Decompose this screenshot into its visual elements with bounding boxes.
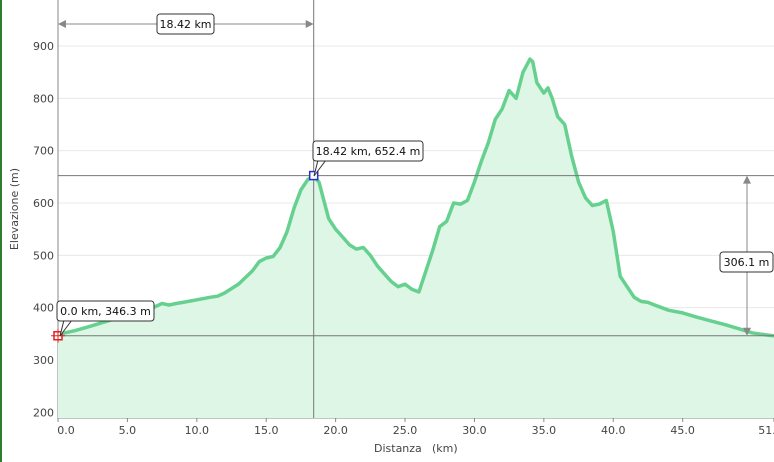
x-tick-label: 40.0 xyxy=(601,424,626,437)
elevation-line[interactable] xyxy=(57,57,774,338)
y-tick-label: 700 xyxy=(33,145,54,158)
distance-callout-box xyxy=(156,13,215,35)
elevation-diff-callout-box xyxy=(719,251,774,273)
y-tick-label: 600 xyxy=(33,197,54,210)
y-tick-label: 800 xyxy=(33,92,54,105)
start-point-callout-text: 0.0 km, 346.3 m xyxy=(60,305,151,318)
elevation-diff-arrow-head-top xyxy=(743,175,751,184)
x-tick-label: 45.0 xyxy=(670,424,695,437)
y-tick-label: 500 xyxy=(33,249,54,262)
x-tick-label: 30.0 xyxy=(462,424,487,437)
start-point-callout-box xyxy=(56,300,155,322)
x-tick-label: 25.0 xyxy=(393,424,418,437)
x-tick-label: 51.58 xyxy=(758,424,774,437)
distance-arrow-head-right xyxy=(305,20,314,28)
distance-arrow-head-left xyxy=(58,20,66,28)
y-tick-label: 400 xyxy=(33,302,54,315)
elevation-diff-arrow-head-bottom xyxy=(743,327,751,336)
y-tick-label: 1000 xyxy=(26,0,54,1)
elevation-area-fill xyxy=(58,59,774,418)
x-tick-label: 10.0 xyxy=(185,424,210,437)
x-tick-label: 35.0 xyxy=(532,424,557,437)
x-tick-label: 15.0 xyxy=(254,424,279,437)
x-axis-unit: (km) xyxy=(432,442,458,455)
cursor-point-callout-box xyxy=(312,140,424,162)
x-tick-label: 20.0 xyxy=(323,424,348,437)
x-tick-label: 0.0 xyxy=(57,424,75,437)
distance-callout-text: 18.42 km xyxy=(159,18,211,31)
elevation-diff-callout-text: 306.1 m xyxy=(724,256,770,269)
cursor-point-callout-text: 18.42 km, 652.4 m xyxy=(316,145,421,158)
y-tick-label: 300 xyxy=(33,354,54,367)
x-tick-label: 5.0 xyxy=(119,424,137,437)
y-tick-label: 900 xyxy=(33,40,54,53)
y-axis-title: Elevazione (m) xyxy=(8,168,21,250)
x-axis-title: Distanza xyxy=(374,442,422,455)
y-tick-label: 200 xyxy=(33,406,54,419)
